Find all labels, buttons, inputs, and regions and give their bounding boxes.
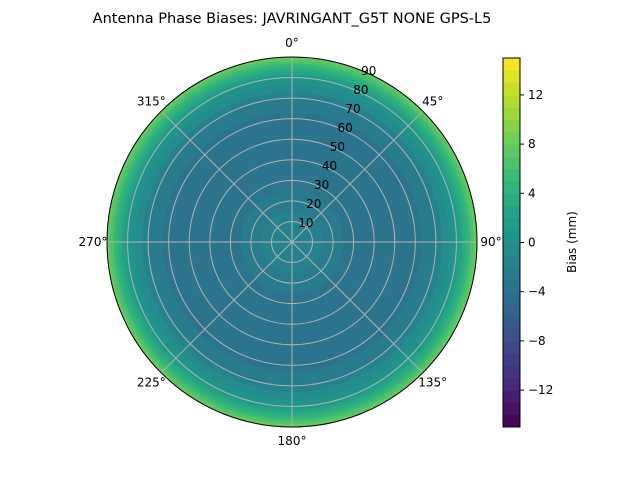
colorbar-tick-label: 4 [528,186,536,200]
theta-tick-label: 270° [79,235,108,249]
colorbar-band [503,82,520,96]
r-tick-label: 40 [322,159,337,173]
colorbar-band [503,168,520,182]
colorbar-tick-label: −4 [528,285,546,299]
theta-tick-label: 135° [418,376,447,390]
colorbar-band [503,365,520,379]
colorbar-band [503,291,520,305]
r-tick-label: 90 [361,64,376,78]
colorbar-tick-label: 12 [528,88,543,102]
colorbar-tick-label: 0 [528,236,536,250]
colorbar-tick-label: −8 [528,334,546,348]
r-tick-label: 50 [330,140,345,154]
colorbar-band [503,267,520,280]
colorbar-band [503,340,520,354]
theta-tick-label: 90° [480,235,501,249]
r-tick-label: 70 [345,102,360,116]
theta-tick-label: 225° [137,376,166,390]
colorbar-band [503,402,520,416]
colorbar-band [503,131,520,145]
r-tick-label: 60 [338,121,353,135]
colorbar-band [503,107,520,120]
colorbar-tick-label: −12 [528,383,553,397]
colorbar-band [503,70,520,84]
colorbar-band [503,119,520,133]
colorbar-band [503,230,520,243]
colorbar-band [503,205,520,219]
colorbar-band [503,390,520,403]
colorbar-band [503,316,520,330]
theta-tick-label: 45° [422,94,443,108]
r-tick-label: 20 [306,197,321,211]
colorbar-band [503,156,520,170]
r-tick-label: 30 [314,178,329,192]
theta-gridline [291,110,424,243]
colorbar-band [503,242,520,256]
colorbar-band [503,304,520,317]
colorbar-band [503,217,520,231]
theta-tick-label: 315° [137,94,166,108]
colorbar-band [503,181,520,194]
theta-tick-label: 0° [285,36,299,50]
polar-grid [106,56,478,428]
polar-frame [106,56,478,428]
colorbar-band [503,144,520,157]
colorbar-band [503,377,520,391]
colorbar-band [503,94,520,108]
colorbar-band [503,328,520,342]
colorbar-band [503,353,520,366]
theta-tick-label: 180° [278,434,307,448]
tick-labels: 0° 45° 90° 135° 180° 225° 270° 315° 10 20 30 40 50 60… [79,36,502,448]
r-tick-label: 80 [353,83,368,97]
chart-title: Antenna Phase Biases: JAVRINGANT_G5T NON… [93,11,492,27]
colorbar-band [503,254,520,268]
theta-gridline [291,241,424,374]
colorbar-label: Bias (mm) [565,211,579,273]
colorbar-tick-label: 8 [528,137,536,151]
colorbar-band [503,58,520,71]
colorbar: −12 −8 −4 0 4 8 12 [502,57,553,428]
colorbar-band [503,414,520,428]
colorbar-band [503,193,520,207]
theta-gridline [160,110,293,243]
colorbar-band [503,279,520,293]
r-tick-label: 10 [298,216,313,230]
theta-gridline [160,241,293,374]
